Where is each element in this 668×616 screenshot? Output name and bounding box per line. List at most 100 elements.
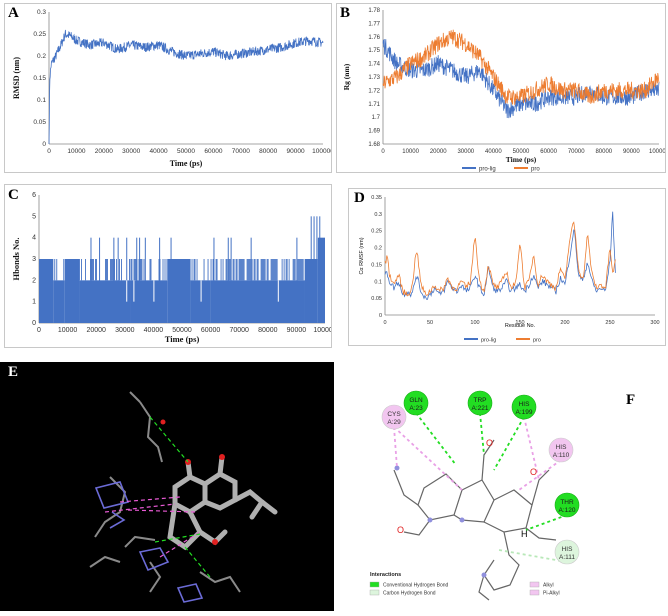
x-tick-label: 100 <box>470 320 479 326</box>
hbond-spike <box>298 259 300 281</box>
hbond-spike <box>264 259 266 281</box>
legend-swatch <box>529 589 540 596</box>
hbond-spike <box>95 259 96 281</box>
hbond-spike <box>251 259 253 281</box>
hbond-spike <box>286 259 288 281</box>
y-tick-label: 6 <box>32 192 36 199</box>
hbond-spike <box>297 259 299 281</box>
legend-swatch <box>369 581 380 588</box>
hbond-segment <box>130 280 168 323</box>
x-tick-label: 70000 <box>568 149 585 155</box>
alkyl-contacts <box>104 496 201 558</box>
hbond-spike <box>293 259 295 281</box>
panel-b-label: B <box>340 5 351 21</box>
x-tick-label: 70000 <box>229 327 249 334</box>
hbond-spike <box>150 259 152 281</box>
x-tick-label: 0 <box>47 148 51 155</box>
rmsf-chart: 0 50 100 150 200 250 300 0 0.05 0.1 0.15 0.2 0.25 0.3… <box>359 195 660 344</box>
hbond-spike <box>196 259 198 281</box>
hbond-contacts <box>149 416 211 578</box>
hbond-spike <box>301 259 303 281</box>
legend-swatch <box>369 589 380 596</box>
hbond-spike <box>130 259 132 281</box>
hbond-spike <box>121 259 122 281</box>
y-tick-label: 1.76 <box>368 35 380 41</box>
y-tick-label: 1.69 <box>368 129 380 135</box>
hbond-spike <box>229 259 231 281</box>
hbond-dip <box>126 280 128 302</box>
y-axis-label: RMSD (nm) <box>12 57 21 99</box>
legend-item-label: Carbon Hydrogen Bond <box>383 591 436 597</box>
hbond-spike <box>79 259 80 281</box>
hbond-segment <box>39 259 54 323</box>
panel-a: 0 10000 20000 30000 40000 50000 60000 70000 8000… <box>0 0 334 175</box>
panel-a-frame: 0 10000 20000 30000 40000 50000 60000 70000 8000… <box>4 3 334 173</box>
atom-h: H <box>521 529 528 539</box>
contact-gln <box>415 412 457 466</box>
hbond-spike <box>266 259 268 281</box>
hbond-spike <box>246 259 248 281</box>
y-tick-label: 0.35 <box>371 195 382 201</box>
y-axis-label: Cα RMSF (nm) <box>359 237 365 274</box>
hbond-spike-high <box>139 237 141 323</box>
y-tick-label: 0.15 <box>371 262 382 268</box>
x-tick-label: 40000 <box>144 327 164 334</box>
hbond-spike <box>193 259 195 281</box>
hbond-spike <box>191 259 193 281</box>
residue-name: HIS <box>556 444 568 451</box>
hbond-segment <box>64 259 80 323</box>
hbond-segment <box>317 237 325 323</box>
ligand-skeleton <box>393 439 557 601</box>
legend-item-label: Pi-Alkyl <box>543 591 560 597</box>
legend-label-pro: pro <box>533 338 541 344</box>
hbond-dip <box>200 280 202 302</box>
residue-sticks <box>89 391 241 593</box>
hbond-spike <box>294 259 296 281</box>
y-axis-label: Rg (nm) <box>342 63 351 90</box>
hbond-spike-high <box>310 216 312 323</box>
atom-o-1: O <box>486 438 493 448</box>
x-tick-label: 30000 <box>122 148 140 155</box>
hbond-spike <box>194 259 196 281</box>
hbond-spike-high <box>296 237 298 323</box>
x-tick-label: 200 <box>560 320 569 326</box>
x-tick-label: 60000 <box>204 148 222 155</box>
hbond-spike <box>129 259 130 281</box>
hbond-spike <box>256 259 258 281</box>
y-tick-label: 0.1 <box>374 279 382 285</box>
contact-cys-2 <box>393 426 463 491</box>
rmsd-line <box>48 29 324 145</box>
hbond-spike <box>285 259 287 281</box>
x-tick-label: 0 <box>37 327 41 334</box>
hbond-segment <box>210 280 305 323</box>
y-tick-label: 1.72 <box>368 88 380 94</box>
hbond-spike <box>63 259 65 281</box>
hbond-spike <box>276 259 278 281</box>
residue-name: CYS <box>387 411 401 418</box>
y-tick-label: 0.05 <box>33 119 46 126</box>
hbond-spike <box>257 259 259 281</box>
hbond-dip <box>153 280 155 302</box>
x-tick-label: 50 <box>427 320 433 326</box>
hbond-spike <box>240 259 242 281</box>
hbond-spike <box>261 259 263 281</box>
residue-bubble <box>511 394 537 420</box>
hbond-spike <box>260 259 262 281</box>
hbond-spike <box>158 259 160 281</box>
legend-label-pro: pro <box>531 167 540 173</box>
ligand-sticks <box>167 454 278 551</box>
hbond-spike <box>254 259 256 281</box>
hbond-spike <box>91 259 92 281</box>
x-tick-label: 60000 <box>540 149 557 155</box>
x-axis-label: Time (ps) <box>165 334 200 344</box>
hbond-spike <box>114 259 115 281</box>
hbond-spike <box>271 259 273 281</box>
